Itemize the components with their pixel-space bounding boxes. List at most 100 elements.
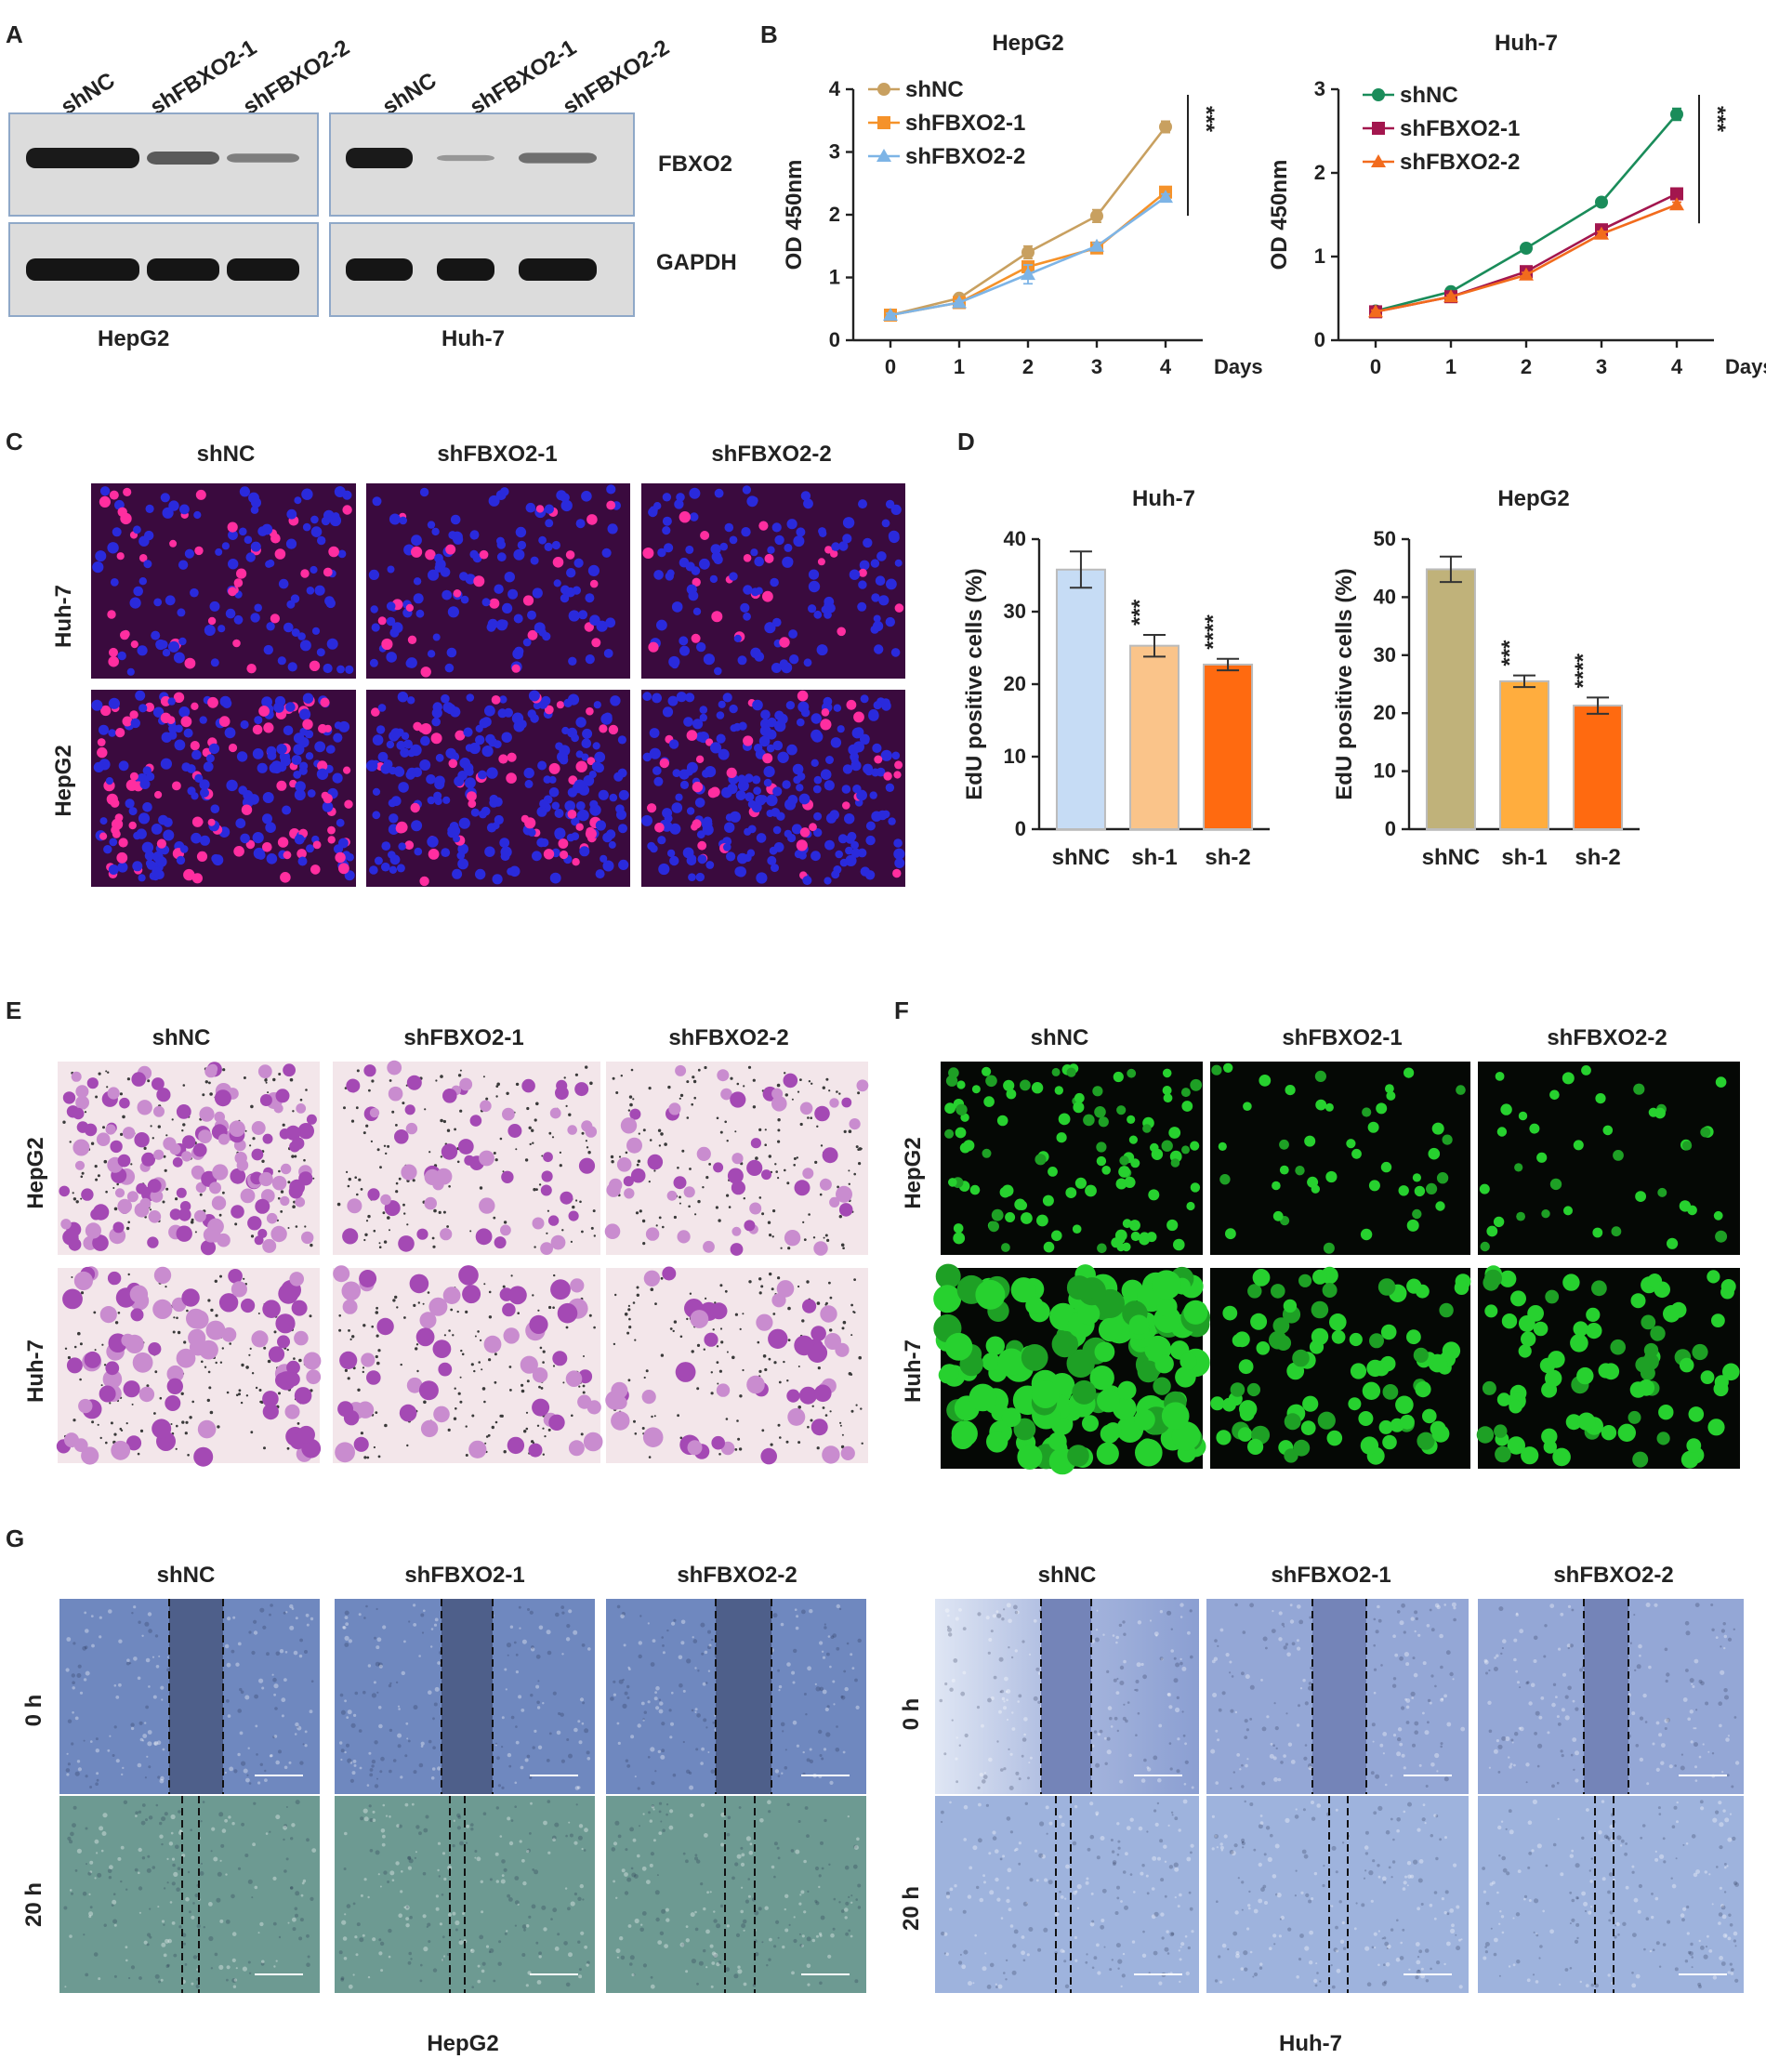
membrane-pore <box>816 1446 820 1450</box>
cell-texture <box>160 1685 165 1690</box>
cell-texture <box>191 1915 195 1920</box>
edu-nucleus <box>145 859 154 867</box>
cell-texture <box>161 1942 166 1947</box>
calcein-cell <box>1096 1442 1119 1465</box>
cell-texture <box>360 1816 364 1821</box>
cell-texture <box>701 1802 705 1807</box>
cell-texture <box>269 1613 271 1617</box>
cell-texture <box>637 1854 640 1858</box>
cell-texture <box>563 1941 568 1946</box>
edu-nucleus <box>428 849 440 860</box>
membrane-pore <box>579 1200 582 1204</box>
edu-nucleus <box>399 516 408 525</box>
cell-texture <box>829 1780 834 1785</box>
cell-texture <box>1001 1617 1005 1621</box>
cell-texture <box>708 1643 712 1647</box>
edu-nucleus <box>372 496 382 507</box>
cell-texture <box>396 1824 400 1828</box>
calcein-cell <box>1180 1353 1197 1370</box>
cell-texture <box>1096 1609 1099 1612</box>
cell-texture <box>404 1905 410 1910</box>
edu-nucleus <box>735 866 746 878</box>
chart-title: Huh-7 <box>1132 486 1195 511</box>
cell-texture <box>828 1863 831 1867</box>
calcein-cell <box>1714 1375 1729 1390</box>
migrated-cell <box>557 1302 578 1324</box>
membrane-pore <box>582 1384 586 1388</box>
cell-texture <box>662 1828 666 1832</box>
edu-nucleus <box>692 577 701 587</box>
calcein-cell <box>1650 1326 1666 1341</box>
cell-texture <box>1427 1698 1431 1703</box>
cell-texture <box>629 1962 633 1966</box>
migrated-cell <box>257 1064 272 1078</box>
calcein-cell <box>1077 1278 1099 1300</box>
cell-texture <box>85 1827 88 1830</box>
cell-texture <box>947 1614 950 1617</box>
migrated-cell <box>186 1308 206 1329</box>
cell-texture <box>231 1822 235 1826</box>
edu-nucleus <box>594 751 606 763</box>
edu-nucleus <box>610 695 621 706</box>
edu-nucleus <box>595 820 607 831</box>
calcein-cell <box>1521 1331 1536 1347</box>
cell-texture <box>804 1806 809 1810</box>
cell-texture <box>210 1967 214 1970</box>
cell-texture <box>224 1643 230 1649</box>
membrane-pore <box>858 1162 862 1166</box>
edu-nucleus <box>506 772 517 784</box>
membrane-pore <box>532 1142 534 1144</box>
edu-nucleus <box>792 763 804 775</box>
cell-texture <box>244 1695 250 1700</box>
migrated-cell <box>193 1446 214 1467</box>
error-bar <box>1217 657 1240 672</box>
calcein-cell <box>1518 1344 1532 1358</box>
membrane-pore <box>383 1144 387 1148</box>
cell-texture <box>566 1624 571 1629</box>
calcein-cell <box>1151 1148 1164 1161</box>
cell-texture <box>201 1862 203 1865</box>
cell-texture <box>617 1834 622 1839</box>
cell-texture <box>481 1910 484 1914</box>
membrane-pore <box>432 1245 436 1248</box>
edu-image-grid <box>91 483 905 887</box>
migrated-cell <box>532 1367 548 1383</box>
cell-texture <box>613 1680 616 1683</box>
data-point <box>1368 304 1383 318</box>
cell-texture <box>428 1739 432 1744</box>
cell-texture <box>292 1927 297 1932</box>
membrane-pore <box>119 1427 123 1431</box>
cell-texture <box>405 1917 409 1921</box>
membrane-pore <box>442 1119 446 1124</box>
cell-texture <box>510 1819 514 1822</box>
cell-texture <box>821 1650 824 1654</box>
x-tick-label: 2 <box>1022 355 1034 378</box>
migrated-cell <box>668 1102 681 1115</box>
membrane-pore <box>858 1355 862 1360</box>
migrated-cell <box>301 1231 314 1245</box>
cell-texture <box>135 1815 138 1817</box>
migrated-cell <box>836 1185 852 1203</box>
edu-nucleus <box>494 584 504 594</box>
membrane-pore <box>219 1274 222 1278</box>
edu-nucleus <box>504 707 513 718</box>
y-tick-label: 0 <box>829 328 840 351</box>
migrated-cell <box>165 1395 181 1411</box>
edu-nucleus <box>863 763 874 774</box>
membrane-pore <box>655 1224 658 1227</box>
cell-texture <box>420 1745 424 1748</box>
cell-texture <box>532 1746 535 1749</box>
edu-nucleus <box>210 658 219 667</box>
migrated-cell <box>720 1088 732 1101</box>
cell-texture <box>681 1943 685 1947</box>
edu-nucleus <box>97 738 106 746</box>
edu-nucleus <box>322 801 334 812</box>
membrane-pore <box>450 1308 454 1312</box>
edu-nucleus <box>692 819 702 829</box>
cell-texture <box>131 1612 134 1615</box>
edu-nucleus <box>316 648 325 657</box>
cell-texture <box>1028 1653 1032 1656</box>
edu-nucleus <box>129 710 138 719</box>
membrane-pore <box>105 1441 108 1445</box>
migrated-cell <box>710 1302 728 1320</box>
